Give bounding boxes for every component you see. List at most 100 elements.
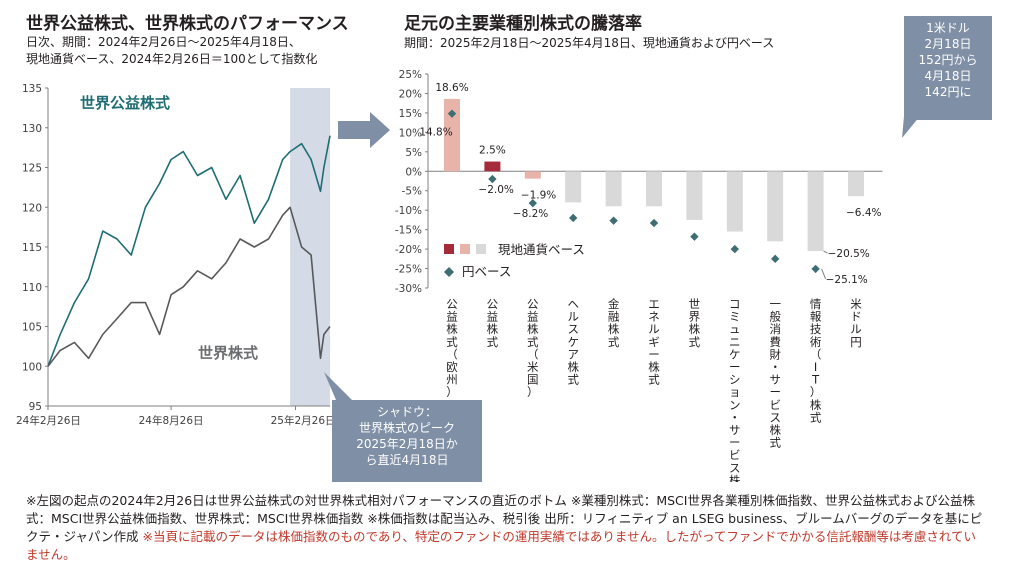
category-glyph: ア bbox=[567, 347, 579, 361]
leader-line bbox=[823, 250, 828, 254]
y-tick-label: 125 bbox=[22, 163, 42, 175]
yen-marker bbox=[569, 213, 578, 223]
y-tick-label: -5% bbox=[402, 186, 422, 198]
yen-note-line: 4月18日 bbox=[924, 69, 972, 83]
yen-marker bbox=[609, 216, 618, 225]
bar bbox=[444, 98, 460, 172]
category-glyph: ー bbox=[648, 347, 660, 361]
y-tick-label: 105 bbox=[22, 322, 42, 334]
shadow-note-line: シャドウ： bbox=[376, 405, 437, 419]
shadow-period-note: シャドウ： 世界株式のピーク 2025年2月18日か ら直近4月18日 bbox=[332, 400, 482, 482]
x-tick-label: 24年8月26日 bbox=[139, 414, 204, 427]
y-tick-label: 130 bbox=[22, 123, 42, 135]
category-glyph: ・ bbox=[769, 360, 781, 374]
right-chart-title: 足元の主要業種別株式の騰落率 bbox=[404, 14, 642, 34]
category-glyph: 消 bbox=[769, 322, 781, 336]
right-arrow-icon bbox=[338, 112, 390, 148]
category-glyph: 情 bbox=[810, 297, 822, 311]
category-label: 公益株式（米国） bbox=[527, 297, 539, 399]
category-glyph: ） bbox=[446, 385, 458, 399]
footer-notes: ※左図の起点の2024年2月26日は世界公益株式の対世界株式相対パフォーマンスの… bbox=[26, 492, 986, 564]
data-label: −8.2% bbox=[513, 208, 548, 220]
y-tick-label: -30% bbox=[395, 283, 422, 295]
y-tick-label: 10% bbox=[399, 127, 422, 139]
category-glyph: 益 bbox=[487, 310, 499, 324]
category-label: 一般消費財・サービス株式 bbox=[769, 297, 781, 450]
category-glyph: ス bbox=[769, 410, 781, 424]
category-glyph: 報 bbox=[810, 310, 822, 324]
yen-marker bbox=[649, 218, 659, 228]
legend-swatch bbox=[444, 244, 454, 254]
bar bbox=[807, 171, 824, 252]
shadow-note-line: ら直近4月18日 bbox=[365, 453, 449, 467]
y-tick-label: 0% bbox=[405, 166, 422, 178]
bar bbox=[565, 171, 582, 203]
yen-marker bbox=[488, 174, 497, 184]
category-glyph: 米 bbox=[527, 360, 539, 374]
data-label: 18.6% bbox=[435, 82, 468, 94]
yen-marker bbox=[690, 232, 699, 241]
category-glyph: 米 bbox=[850, 297, 862, 311]
category-label: 金融株式 bbox=[608, 297, 620, 349]
right-chart-subtitle: 期間：2025年2月18日～2025年4月18日、現地通貨および円ベース bbox=[404, 36, 775, 50]
bar bbox=[848, 171, 864, 197]
legend-swatch bbox=[476, 244, 486, 254]
category-glyph: ョ bbox=[729, 385, 741, 399]
legend-label-local: 現地通貨ベース bbox=[498, 242, 585, 257]
category-glyph: 式 bbox=[769, 436, 781, 450]
category-label: 情報技術（ I T ）株式 bbox=[810, 297, 822, 424]
yen-note-pointer-icon bbox=[902, 116, 920, 138]
category-glyph: 公 bbox=[446, 297, 458, 311]
category-glyph: 株 bbox=[810, 398, 822, 412]
category-glyph: ビ bbox=[769, 398, 781, 412]
legend-swatch bbox=[460, 244, 470, 254]
category-glyph: ス bbox=[567, 322, 579, 336]
category-glyph: 式 bbox=[810, 410, 822, 424]
y-tick-label: -20% bbox=[395, 244, 422, 256]
category-glyph: ケ bbox=[729, 347, 741, 361]
category-glyph: 益 bbox=[527, 310, 539, 324]
world-series-line bbox=[47, 206, 331, 367]
y-tick-label: -25% bbox=[395, 264, 422, 276]
yen-note-line: 1米ドル bbox=[926, 21, 970, 35]
category-glyph: ） bbox=[810, 385, 822, 399]
y-tick-label: 100 bbox=[22, 361, 42, 373]
y-tick-label: -15% bbox=[395, 225, 422, 237]
y-tick-label: 135 bbox=[22, 83, 42, 95]
bar bbox=[605, 171, 622, 207]
category-label: エネルギー株式 bbox=[648, 297, 660, 387]
yen-marker bbox=[771, 254, 780, 264]
category-glyph: 費 bbox=[769, 335, 781, 349]
category-glyph: ケ bbox=[567, 335, 579, 349]
category-glyph: 技 bbox=[810, 322, 822, 336]
data-label: −6.4% bbox=[846, 207, 881, 219]
category-glyph: コ bbox=[729, 297, 741, 311]
yen-note-line: 152円から bbox=[918, 53, 978, 67]
category-glyph: ー bbox=[769, 385, 781, 399]
series-label-world: 世界株式 bbox=[198, 344, 258, 362]
category-glyph: 公 bbox=[487, 297, 499, 311]
category-glyph: 株 bbox=[769, 423, 781, 437]
category-glyph: 株 bbox=[689, 322, 701, 336]
category-glyph: 株 bbox=[729, 473, 741, 482]
category-glyph: ネ bbox=[648, 310, 660, 324]
category-glyph: 式 bbox=[567, 373, 579, 387]
yen-rate-note: 1米ドル 2月18日 152円から 4月18日 142円に bbox=[904, 16, 992, 120]
category-glyph: I bbox=[814, 360, 817, 374]
category-label: 米ドル円 bbox=[850, 297, 862, 349]
bar bbox=[524, 171, 541, 179]
category-glyph: 公 bbox=[527, 297, 539, 311]
yen-note-line: 2月18日 bbox=[924, 37, 972, 51]
category-glyph: 術 bbox=[810, 335, 822, 349]
y-tick-label: 120 bbox=[22, 202, 42, 214]
utilities-series-line bbox=[47, 135, 331, 367]
y-tick-label: 15% bbox=[399, 108, 422, 120]
shadow-note-line: 2025年2月18日か bbox=[356, 437, 458, 451]
y-tick-label: 95 bbox=[29, 401, 42, 413]
data-label: −25.1% bbox=[826, 274, 868, 286]
bar bbox=[686, 171, 703, 220]
category-glyph: 欧 bbox=[446, 360, 458, 374]
data-label: −1.9% bbox=[521, 190, 556, 202]
category-glyph: 式 bbox=[648, 373, 660, 387]
category-glyph: シ bbox=[729, 373, 741, 387]
